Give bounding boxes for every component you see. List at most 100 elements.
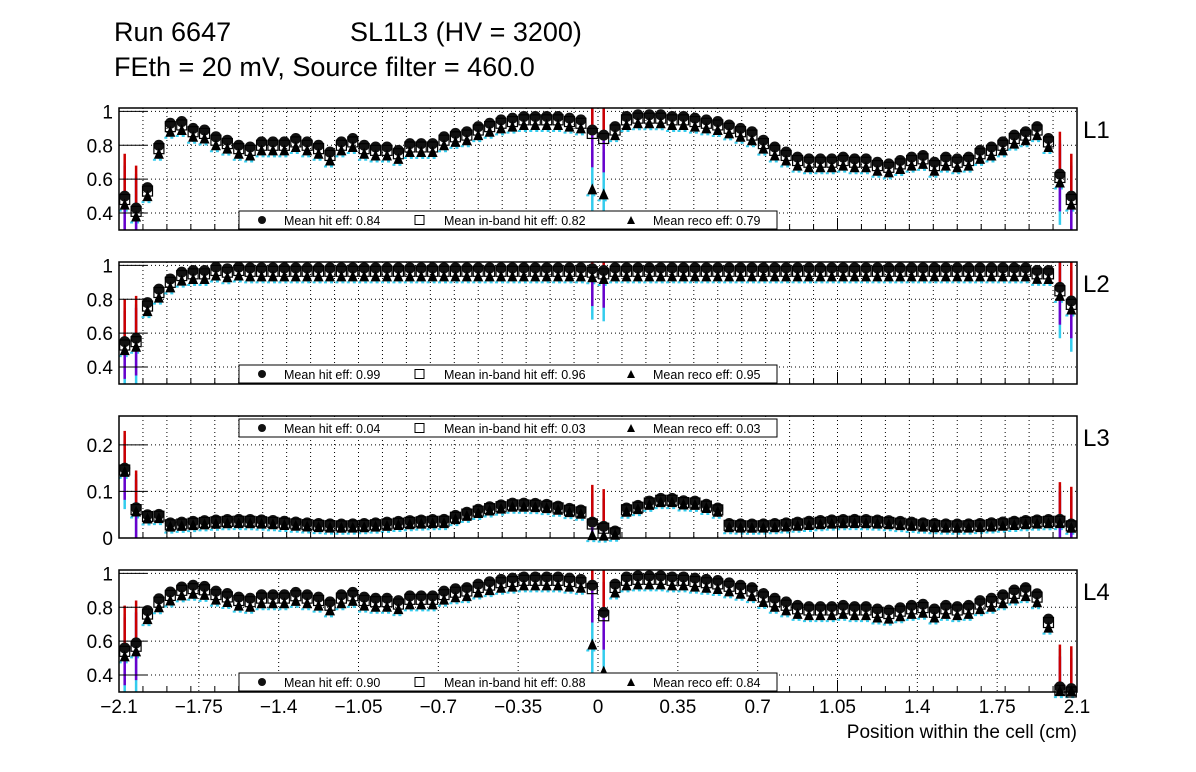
- reco-marker: [233, 269, 244, 281]
- reco-marker: [1009, 270, 1020, 282]
- reco-marker: [336, 144, 347, 156]
- reco-marker: [986, 520, 997, 532]
- reco-marker: [404, 598, 415, 610]
- hit-marker: [700, 262, 712, 274]
- hit-marker: [267, 262, 279, 274]
- reco-marker: [644, 270, 655, 282]
- hit-marker: [267, 136, 279, 148]
- hit-marker: [495, 573, 507, 585]
- reco-marker: [222, 517, 233, 529]
- reco-marker: [689, 270, 700, 282]
- hit-marker: [917, 262, 929, 274]
- hit-marker: [906, 151, 918, 163]
- legend-hit-marker: [258, 678, 266, 686]
- hit-marker: [541, 262, 553, 274]
- hit-marker: [256, 262, 268, 274]
- reco-marker: [1032, 517, 1043, 529]
- hit-marker: [484, 262, 496, 274]
- reco-marker: [781, 604, 792, 616]
- reco-marker: [758, 521, 769, 533]
- reco-marker: [530, 579, 541, 591]
- reco-marker: [165, 520, 176, 532]
- reco-marker: [176, 519, 187, 531]
- reco-marker: [838, 607, 849, 619]
- legend-hit-label: Mean hit eff: 0.84: [284, 214, 380, 228]
- reco-marker: [929, 521, 940, 533]
- reco-marker: [678, 270, 689, 282]
- grid: [119, 570, 1077, 692]
- reco-marker: [986, 149, 997, 161]
- reco-marker: [1020, 518, 1031, 530]
- hit-marker: [689, 572, 701, 584]
- reco-marker: [347, 594, 358, 606]
- reco-marker: [382, 600, 393, 612]
- hit-marker: [700, 114, 712, 126]
- hit-marker: [894, 155, 906, 167]
- hit-marker: [370, 592, 382, 604]
- reco-marker: [838, 270, 849, 282]
- reco-marker: [142, 613, 153, 625]
- legend-inband-label: Mean in-band hit eff: 0.82: [444, 214, 586, 228]
- hit-marker: [906, 262, 918, 274]
- hit-marker: [176, 116, 188, 128]
- reco-marker: [712, 270, 723, 282]
- hit-marker: [427, 262, 439, 274]
- reco-marker: [382, 519, 393, 531]
- reco-marker: [918, 157, 929, 169]
- reco-marker: [313, 147, 324, 159]
- hit-marker: [837, 151, 849, 163]
- legend: Mean hit eff: 0.99 Mean in-band hit eff: …: [238, 364, 778, 384]
- hit-marker: [860, 153, 872, 165]
- hit-marker: [974, 144, 986, 156]
- reco-marker: [792, 519, 803, 531]
- reco-marker: [324, 154, 335, 166]
- hit-marker: [563, 112, 575, 124]
- reco-marker: [165, 281, 176, 293]
- legend-reco-marker: [627, 370, 635, 378]
- reco-marker: [655, 578, 666, 590]
- y-tick-label: 0.2: [87, 436, 113, 457]
- reco-marker: [918, 606, 929, 618]
- legend-inband-marker: [414, 677, 425, 687]
- reco-marker: [142, 512, 153, 524]
- hit-marker: [290, 262, 302, 274]
- reco-marker: [918, 270, 929, 282]
- hit-marker: [187, 264, 199, 276]
- hit-marker: [210, 261, 222, 273]
- hit-marker: [769, 262, 781, 274]
- run-label: Run 6647: [114, 17, 232, 47]
- reco-marker: [279, 270, 290, 282]
- hit-marker: [940, 151, 952, 163]
- reco-marker: [256, 270, 267, 282]
- reco-marker: [427, 598, 438, 610]
- reco-marker: [632, 117, 643, 129]
- hit-marker: [849, 601, 861, 613]
- reco-marker: [382, 149, 393, 161]
- reco-marker: [131, 210, 142, 222]
- reco-marker: [872, 517, 883, 529]
- reco-marker: [621, 270, 632, 282]
- hit-marker: [199, 124, 211, 136]
- hit-marker: [1042, 133, 1054, 144]
- reco-marker: [267, 144, 278, 156]
- reco-marker: [667, 270, 678, 282]
- x-tick-label: −1.05: [334, 697, 382, 718]
- reco-marker: [906, 607, 917, 619]
- hit-marker: [381, 141, 393, 153]
- reco-marker: [233, 599, 244, 611]
- hit-marker: [404, 262, 416, 274]
- hit-marker: [472, 578, 484, 590]
- hit-marker: [906, 599, 918, 611]
- reco-marker: [541, 118, 552, 130]
- reco-marker: [233, 147, 244, 159]
- reco-marker: [1020, 270, 1031, 282]
- legend: Mean hit eff: 0.84 Mean in-band hit eff: …: [238, 210, 778, 230]
- y-tick-label: 1: [102, 256, 113, 277]
- reco-marker: [153, 291, 164, 303]
- x-tick-label: −0.35: [494, 697, 542, 718]
- hit-marker: [666, 110, 678, 122]
- data-points: [118, 430, 1078, 543]
- hit-marker: [495, 114, 507, 126]
- hit-marker: [871, 156, 883, 168]
- hit-marker: [199, 264, 211, 276]
